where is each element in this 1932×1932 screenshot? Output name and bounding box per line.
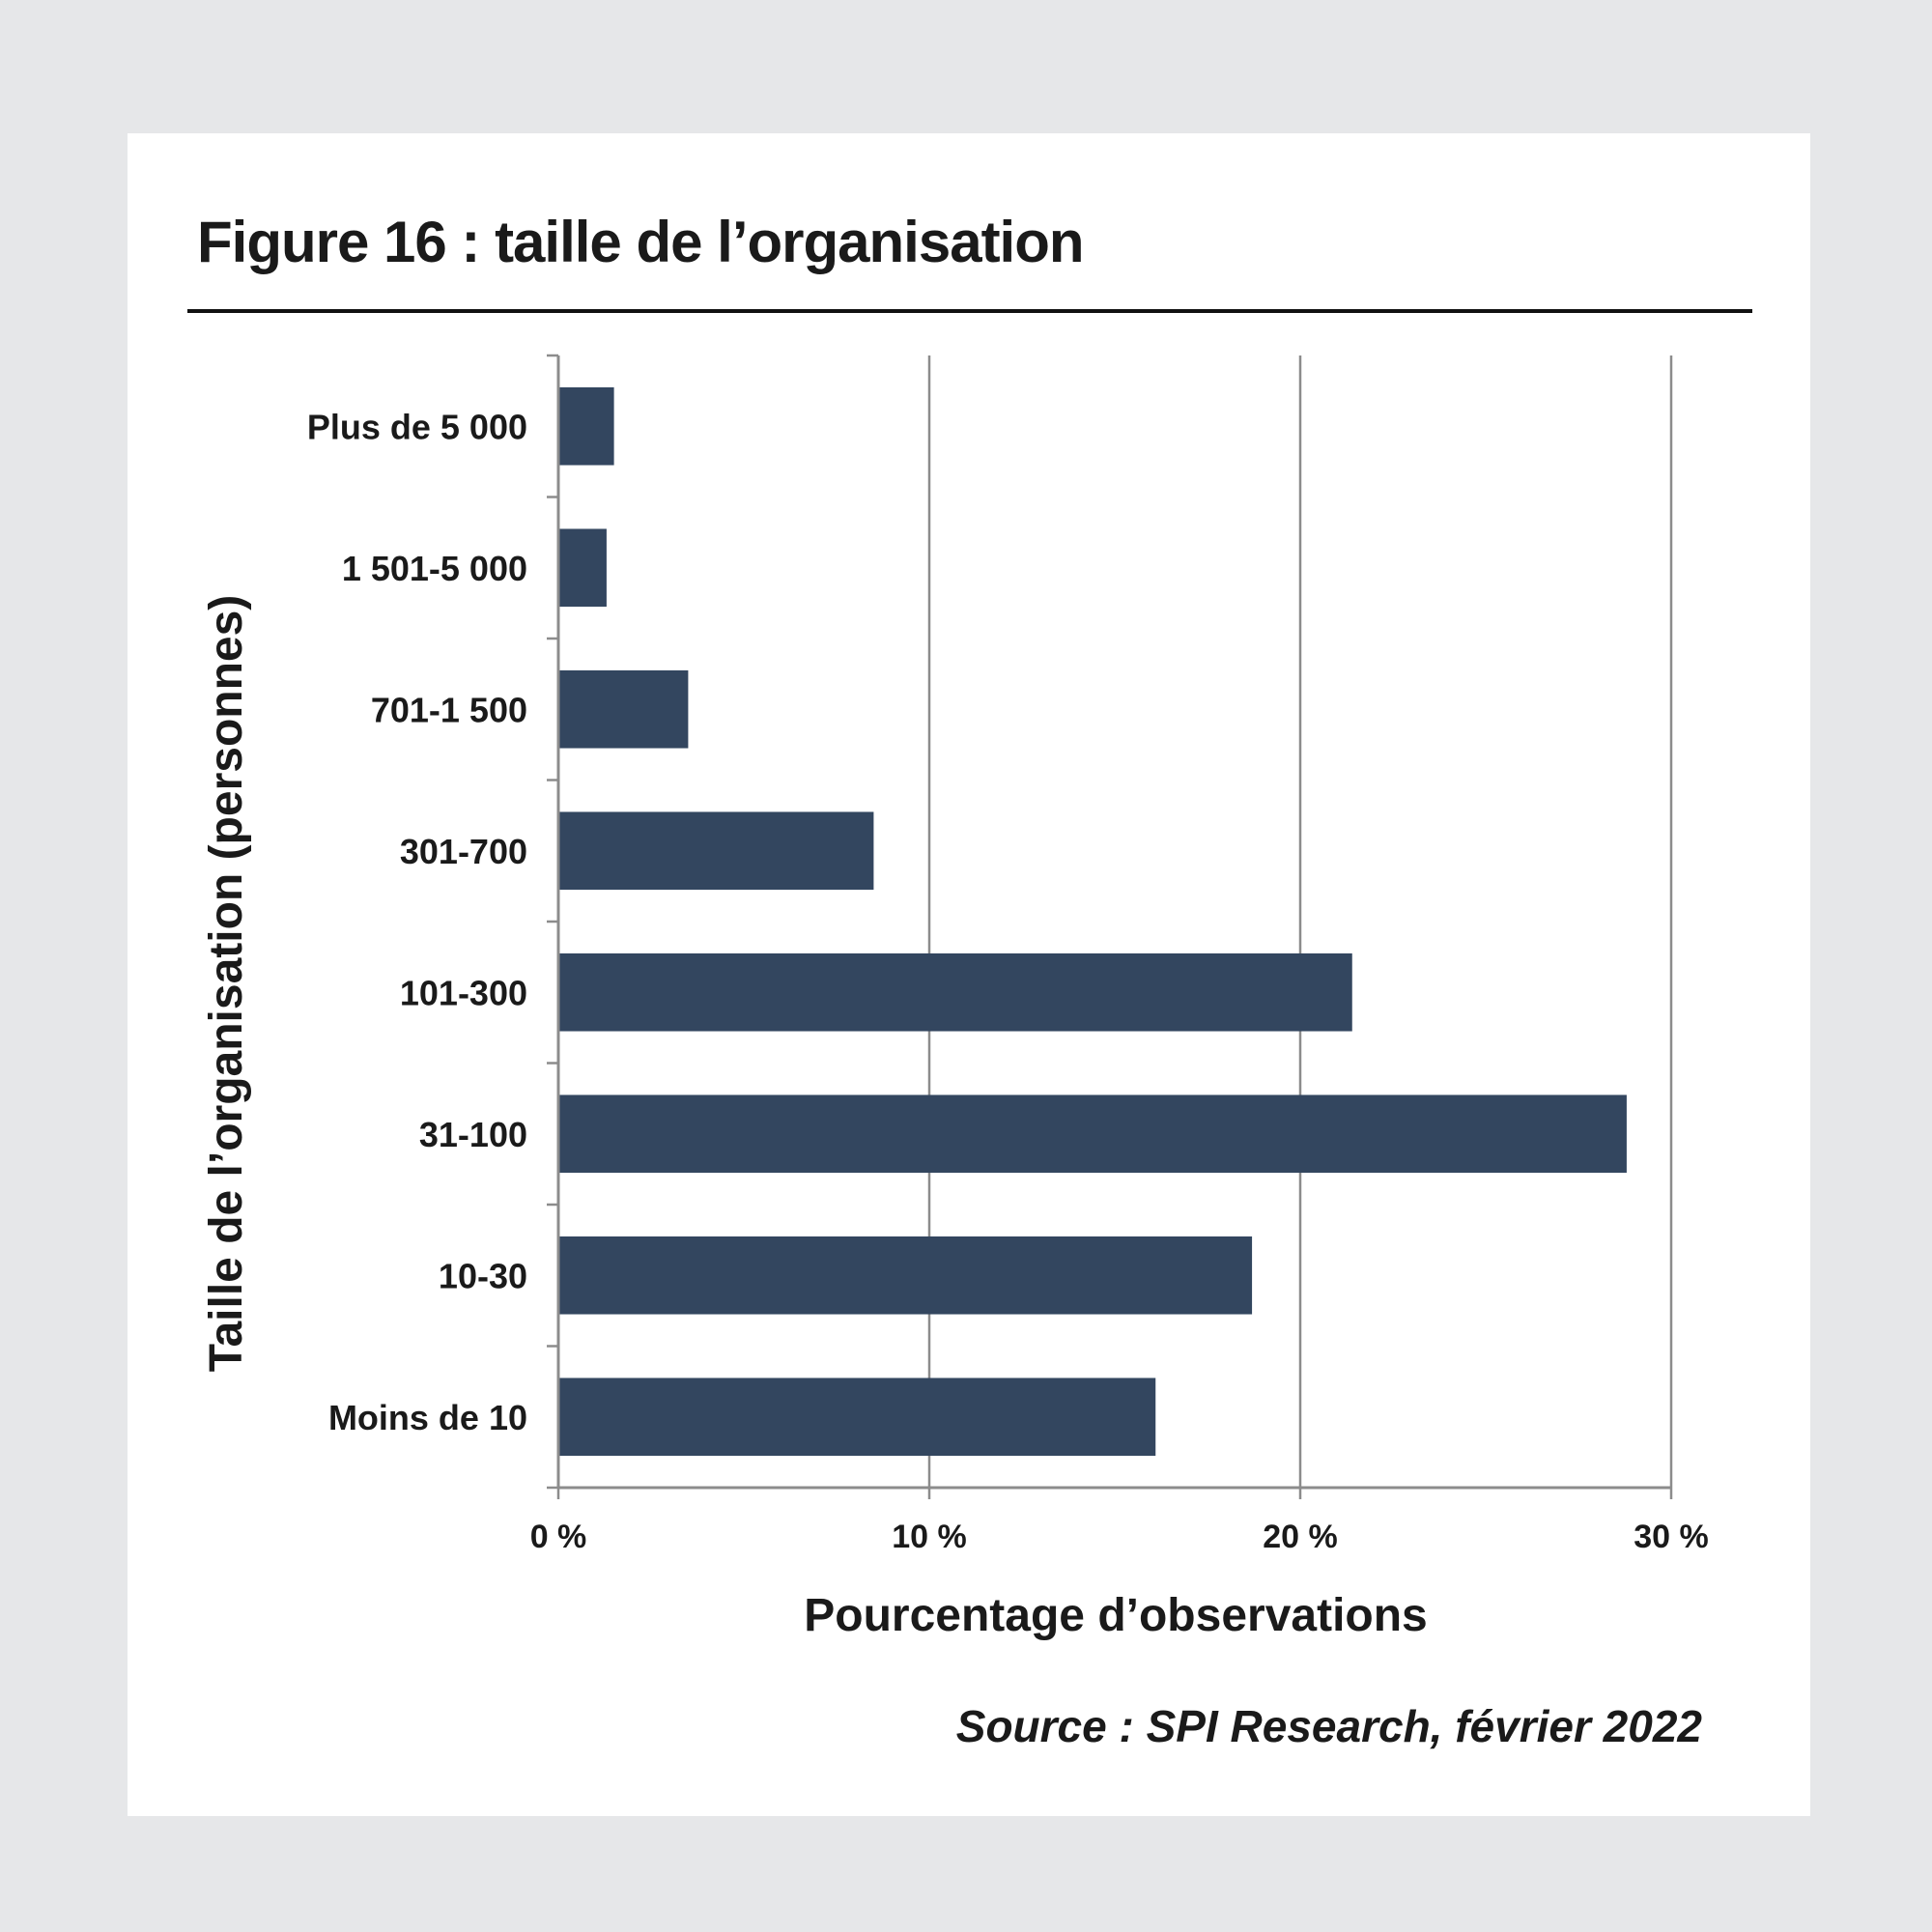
y-category-label: 10-30 [439,1256,527,1295]
source-note: Source : SPI Research, février 2022 [955,1701,1702,1751]
y-category-label: Plus de 5 000 [307,407,527,446]
bar [558,669,689,749]
axes [547,354,1673,1499]
y-category-label: 301-700 [400,832,527,871]
x-axis-title: Pourcentage d’observations [804,1590,1428,1641]
bar [558,386,614,466]
bar-chart: 0 % 10 % 20 % 30 % Plus de 5 000 1 501-5 000 7… [201,354,1709,1641]
bars [558,386,1627,1457]
bar [558,952,1352,1032]
y-axis-title: Taille de l’organisation (personnes) [201,595,252,1373]
x-tick-label: 30 % [1634,1519,1709,1555]
figure-title: Figure 16 : taille de l’organisation [197,210,1085,274]
bar [558,811,874,891]
x-tick-label: 10 % [892,1519,967,1555]
y-category-label: 101-300 [400,973,527,1012]
bar [558,1094,1627,1174]
x-tick-label: 0 % [530,1519,587,1555]
y-category-label: 701-1 500 [371,690,527,729]
y-category-label: 1 501-5 000 [342,549,527,588]
bar [558,528,607,608]
figure-card: Figure 16 : taille de l’organisation 0 %… [128,133,1810,1816]
bar [558,1378,1156,1457]
gridlines [927,355,1673,1488]
x-tick-label: 20 % [1263,1519,1338,1555]
title-divider [187,309,1752,313]
y-category-label: 31-100 [419,1115,527,1154]
bar [558,1236,1253,1315]
y-category-label: Moins de 10 [328,1398,527,1437]
axis-labels: 0 % 10 % 20 % 30 % Plus de 5 000 1 501-5 000 7… [307,407,1709,1555]
